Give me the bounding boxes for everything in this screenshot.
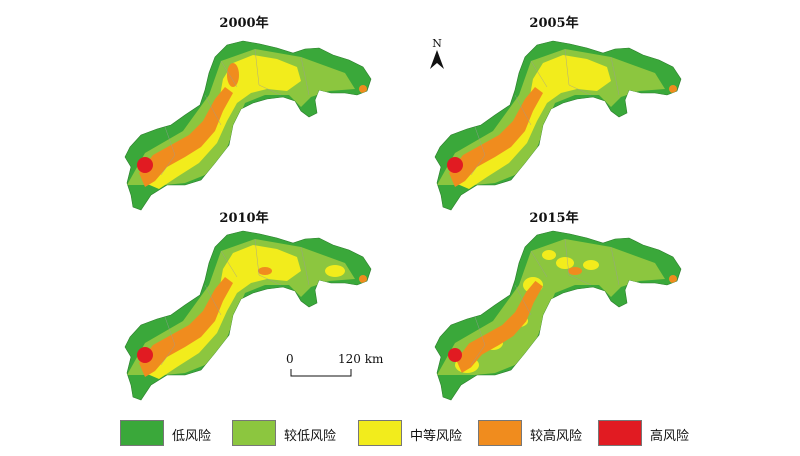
panel-title-2015: 2015年	[529, 211, 579, 226]
higher-risk-patch	[359, 85, 367, 93]
higher-risk-patch	[669, 85, 677, 93]
district-boundary	[610, 246, 620, 286]
higher-risk-zone	[139, 277, 233, 377]
district-boundary	[564, 48, 592, 96]
high-risk-zone	[448, 348, 462, 362]
scale-end-label: 120 km	[338, 352, 384, 366]
district-boundary	[300, 56, 310, 96]
district-boundary	[610, 56, 620, 96]
legend-label: 较高风险	[530, 429, 583, 444]
legend-swatch	[120, 420, 164, 446]
district-boundary	[300, 246, 310, 286]
north-arrow: N	[426, 38, 448, 72]
district-boundary	[160, 126, 176, 176]
higher-risk-patch	[258, 267, 272, 275]
map-2005	[434, 40, 682, 211]
legend-swatch	[478, 420, 522, 446]
district-boundary	[470, 126, 486, 176]
panel-title-2005: 2005年	[529, 16, 579, 31]
high-risk-zone	[137, 347, 153, 363]
district-boundary	[470, 316, 486, 366]
district-boundary	[204, 94, 222, 126]
north-label: N	[432, 37, 442, 50]
higher-risk-patch	[227, 63, 239, 87]
legend-label: 高风险	[650, 429, 690, 444]
district-boundary	[220, 60, 238, 88]
legend: 低风险 较低风险 中等风险 较高风险 高风险	[120, 420, 700, 448]
map-2000	[124, 40, 372, 211]
scale-start-label: 0	[286, 352, 294, 366]
legend-label: 低风险	[172, 429, 212, 444]
legend-swatch	[232, 420, 276, 446]
panel-title-2000: 2000年	[219, 16, 269, 31]
legend-label: 较低风险	[284, 429, 337, 444]
medium-risk-patch	[325, 265, 345, 277]
district-boundary	[204, 284, 222, 316]
higher-risk-patch	[669, 275, 677, 283]
legend-swatch	[358, 420, 402, 446]
north-arrow-icon	[430, 50, 444, 69]
high-risk-zone	[447, 157, 463, 173]
district-boundary	[530, 60, 548, 88]
higher-risk-patch	[359, 275, 367, 283]
higher-risk-zone	[456, 280, 543, 373]
higher-risk-zone	[139, 87, 233, 187]
district-boundary	[514, 94, 532, 126]
higher-risk-patch	[568, 267, 582, 275]
district-boundary	[160, 316, 176, 366]
map-2010	[124, 230, 372, 401]
higher-risk-zone	[449, 87, 543, 187]
district-boundary	[254, 238, 282, 286]
scale-line	[290, 369, 352, 377]
panel-title-2010: 2010年	[219, 211, 269, 226]
district-boundary	[514, 284, 532, 316]
medium-risk-patch	[583, 260, 599, 270]
district-boundary	[220, 250, 238, 278]
legend-label: 中等风险	[410, 429, 463, 444]
scale-bar: 0 120 km	[280, 352, 390, 382]
medium-risk-patch	[542, 250, 556, 260]
district-boundary	[564, 238, 592, 286]
district-boundary	[254, 48, 282, 96]
legend-swatch	[598, 420, 642, 446]
high-risk-zone	[137, 157, 153, 173]
medium-risk-patch	[556, 257, 574, 269]
map-2015	[434, 230, 682, 401]
district-boundary	[530, 250, 548, 278]
